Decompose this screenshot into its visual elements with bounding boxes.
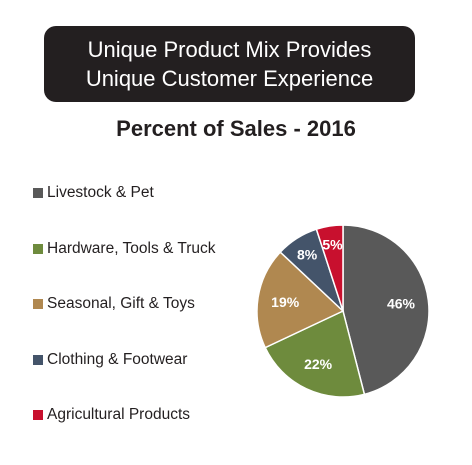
data-label-hardware: 22% (304, 356, 333, 372)
legend-swatch-seasonal (33, 299, 43, 309)
legend-label-seasonal: Seasonal, Gift & Toys (47, 295, 195, 312)
legend-label-clothing: Clothing & Footwear (47, 350, 188, 368)
legend-label-hardware: Hardware, Tools & Truck (47, 239, 216, 257)
legend-swatch-agricultural (33, 410, 43, 420)
pie-slice-agricultural (315, 224, 344, 312)
data-label-clothing: 8% (297, 246, 318, 262)
data-label-livestock: 46% (387, 296, 416, 312)
pie-slice-livestock (342, 224, 430, 396)
data-label-seasonal: 19% (271, 294, 300, 310)
legend-item-livestock: Livestock & Pet (33, 182, 216, 204)
legend-swatch-hardware (33, 243, 43, 254)
pie-slice-seasonal (256, 251, 345, 349)
chart-title: Percent of Sales - 2016 (116, 116, 356, 141)
headline-line-1: Unique Product Mix Provides (87, 37, 372, 62)
legend-label-agricultural: Agricultural Products (47, 406, 191, 423)
chart-legend: Livestock & Pet Hardware, Tools & Truck … (33, 182, 216, 460)
legend-item-agricultural: Agricultural Products (33, 404, 216, 426)
pie-slice-hardware (264, 309, 366, 398)
legend-swatch-clothing (33, 354, 43, 365)
legend-swatch-livestock (33, 188, 43, 198)
headline-line-2: Unique Customer Experience (85, 66, 374, 91)
headline-banner: Unique Product Mix Provides Unique Custo… (44, 26, 415, 102)
legend-item-clothing: Clothing & Footwear (33, 349, 216, 371)
legend-label-livestock: Livestock & Pet (47, 184, 154, 201)
data-label-agricultural: 5% (322, 237, 343, 253)
legend-item-seasonal: Seasonal, Gift & Toys (33, 293, 216, 315)
legend-item-hardware: Hardware, Tools & Truck (33, 238, 216, 260)
